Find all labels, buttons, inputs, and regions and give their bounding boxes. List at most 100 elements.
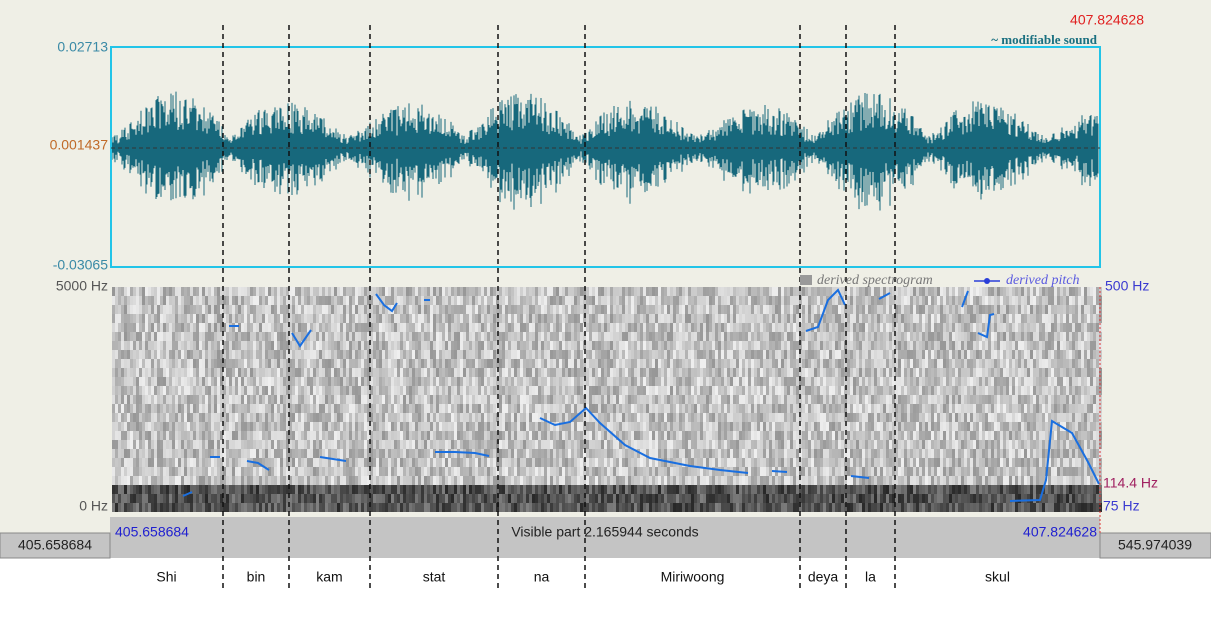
spectrogram-cell [421,395,424,404]
spectrogram-cell [559,494,562,503]
spectrogram-cell [571,449,574,458]
spectrogram-cell [334,467,337,476]
spectrogram-cell [403,296,406,305]
spectrogram-cell [679,476,682,485]
spectrogram-cell [526,485,529,494]
spectrogram-cell [640,485,643,494]
spectrogram-cell [652,485,655,494]
spectrogram-cell [304,494,307,503]
spectrogram-cell [187,314,190,323]
spectrogram-cell [538,494,541,503]
spectrogram-cell [310,431,313,440]
spectrogram-cell [607,359,610,368]
spectrogram-cell [484,305,487,314]
spectrogram-cell [397,359,400,368]
spectrogram-cell [202,287,205,296]
spectrogram-cell [184,458,187,467]
spectrogram-cell [406,503,409,512]
spectrogram-cell [478,359,481,368]
spectrogram-cell [250,323,253,332]
spectrogram-cell [139,440,142,449]
spectrogram-cell [619,494,622,503]
spectrogram-cell [685,368,688,377]
spectrogram-cell [301,458,304,467]
spectrogram-cell [157,467,160,476]
spectrogram-cell [262,422,265,431]
spectrogram-cell [409,431,412,440]
spectrogram-cell [682,413,685,422]
spectrogram-cell [427,422,430,431]
spectrogram-cell [205,332,208,341]
spectrogram-cell [568,422,571,431]
spectrogram-cell [133,449,136,458]
spectrogram-cell [346,368,349,377]
spectrogram-cell [229,359,232,368]
spectrogram-cell [391,476,394,485]
spectrogram-cell [463,503,466,512]
spectrogram-cell [637,485,640,494]
spectrogram-cell [685,449,688,458]
spectrogram-cell [151,305,154,314]
spectrogram-cell [322,350,325,359]
spectrogram-cell [136,377,139,386]
spectrogram-cell [136,386,139,395]
spectrogram-cell [253,296,256,305]
spectrogram-cell [139,305,142,314]
spectrogram-cell [154,368,157,377]
spectrogram-cell [292,449,295,458]
spectrogram-cell [475,332,478,341]
spectrogram-cell [343,305,346,314]
spectrogram-cell [493,458,496,467]
spectrogram-cell [538,386,541,395]
spectrogram-cell [151,494,154,503]
spectrogram-cell [607,467,610,476]
spectrogram-cell [376,485,379,494]
spectrogram-cell [271,440,274,449]
spectrogram-cell [244,404,247,413]
spectrogram-cell [529,503,532,512]
spectrogram-cell [697,296,700,305]
spectrogram-cell [127,458,130,467]
spectrogram-cell [493,440,496,449]
spectrogram-cell [592,494,595,503]
spectrogram-cell [415,503,418,512]
spectrogram-cell [259,476,262,485]
spectrogram-cell [400,440,403,449]
spectrogram-cell [547,386,550,395]
spectrogram-cell [211,413,214,422]
spectrogram-cell [163,494,166,503]
spectrogram-cell [316,341,319,350]
spectrogram-cell [490,332,493,341]
spectrogram-cell [685,431,688,440]
spectrogram-cell [265,413,268,422]
spectrogram-cell [166,476,169,485]
spectrogram-cell [442,413,445,422]
spectrogram-cell [430,359,433,368]
spectrogram-cell [412,341,415,350]
spectrogram-cell [517,296,520,305]
spectrogram-cell [280,458,283,467]
spectrogram-cell [226,386,229,395]
spectrogram-cell [214,314,217,323]
spectrogram-cell [463,485,466,494]
spectrogram-cell [247,449,250,458]
spectrogram-cell [535,440,538,449]
spectrogram-cell [250,332,253,341]
spectrogram-cell [139,476,142,485]
spectrogram-cell [661,503,664,512]
spectrogram-cell [361,341,364,350]
spectrogram-cell [229,386,232,395]
spectrogram-cell [145,386,148,395]
spectrogram-cell [574,359,577,368]
spectrogram-cell [145,458,148,467]
spectrogram-cell [310,359,313,368]
spectrogram-cell [592,404,595,413]
spectrogram-cell [115,449,118,458]
spectrogram-cell [214,413,217,422]
spectrogram-cell [166,422,169,431]
spectrogram-cell [556,449,559,458]
spectrogram-cell [346,386,349,395]
spectrogram-cell [331,467,334,476]
spectrogram-cell [403,467,406,476]
spectrogram-cell [535,386,538,395]
